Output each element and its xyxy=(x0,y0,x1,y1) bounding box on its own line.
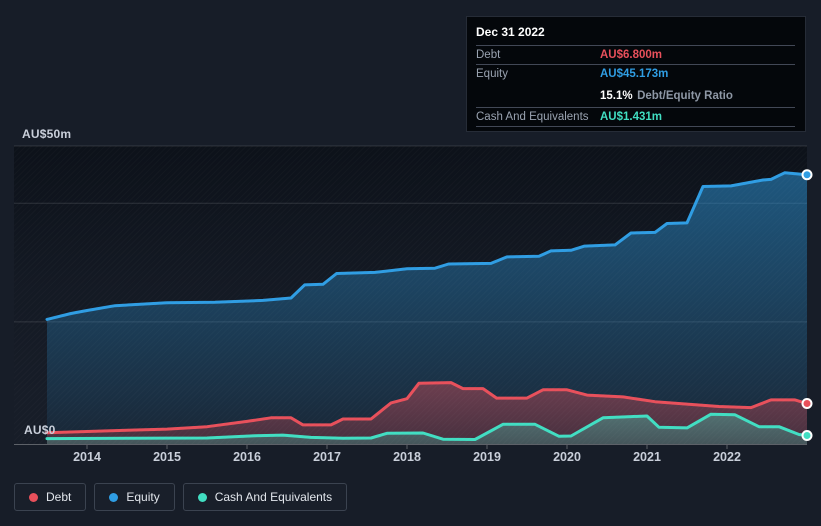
tooltip-equity-label: Equity xyxy=(476,68,508,80)
tooltip-ratio-label: Debt/Equity Ratio xyxy=(637,90,733,102)
y-axis-label-zero: AU$0 xyxy=(24,423,56,437)
debt-series-dot-icon xyxy=(29,492,38,502)
x-axis-year-label: 2019 xyxy=(473,450,501,464)
tooltip-debt-value: AU$6.800m xyxy=(600,49,663,61)
legend-label: Debt xyxy=(46,490,72,504)
x-axis-year-label: 2018 xyxy=(393,450,421,464)
tooltip-equity-value: AU$45.173m xyxy=(600,68,669,80)
cash-and-equivalents-endpoint-marker[interactable] xyxy=(801,429,813,441)
cash-series-dot-icon xyxy=(197,492,207,502)
x-axis-year-label: 2015 xyxy=(153,450,181,464)
debt-endpoint-marker[interactable] xyxy=(801,397,813,409)
debt-line xyxy=(45,381,809,435)
x-axis-year-label: 2020 xyxy=(553,450,581,464)
equity-series-dot-icon xyxy=(109,492,119,502)
tooltip-row-cash: Cash And Equivalents AU$1.431m xyxy=(476,107,795,127)
tooltip-cash-value: AU$1.431m xyxy=(600,111,663,123)
tooltip-cash-label: Cash And Equivalents xyxy=(476,111,589,123)
legend-item-equity[interactable]: Equity xyxy=(94,483,175,511)
equity-line xyxy=(45,171,809,321)
y-axis-label-max: AU$50m xyxy=(22,127,72,141)
tooltip-row-ratio: 15.1% Debt/Equity Ratio xyxy=(476,83,795,107)
tooltip-date: Dec 31 2022 xyxy=(476,25,545,39)
legend-label: Equity xyxy=(126,490,160,504)
tooltip-debt-label: Debt xyxy=(476,49,501,61)
chart-tooltip: Dec 31 2022 Debt AU$6.800m Equity AU$45.… xyxy=(466,16,806,132)
chart-legend: Debt Equity Cash And Equivalents xyxy=(14,483,348,511)
tooltip-ratio: 15.1% Debt/Equity Ratio xyxy=(600,86,733,104)
cash-and-equivalents-area xyxy=(47,414,807,444)
equity-area xyxy=(47,172,807,445)
legend-item-debt[interactable]: Debt xyxy=(14,483,87,511)
x-axis-year-label: 2016 xyxy=(233,450,261,464)
tooltip-row-equity: Equity AU$45.173m xyxy=(476,64,795,83)
tooltip-ratio-value: 15.1% xyxy=(600,90,633,102)
x-axis-year-label: 2021 xyxy=(633,450,661,464)
legend-item-cash[interactable]: Cash And Equivalents xyxy=(182,483,348,511)
legend-label: Cash And Equivalents xyxy=(214,490,333,504)
x-axis-year-label: 2017 xyxy=(313,450,341,464)
cash-and-equivalents-line xyxy=(45,412,809,441)
equity-endpoint-marker[interactable] xyxy=(801,169,813,181)
x-axis-year-label: 2014 xyxy=(73,450,101,464)
x-axis-year-label: 2022 xyxy=(713,450,741,464)
tooltip-row-debt: Debt AU$6.800m xyxy=(476,45,795,64)
